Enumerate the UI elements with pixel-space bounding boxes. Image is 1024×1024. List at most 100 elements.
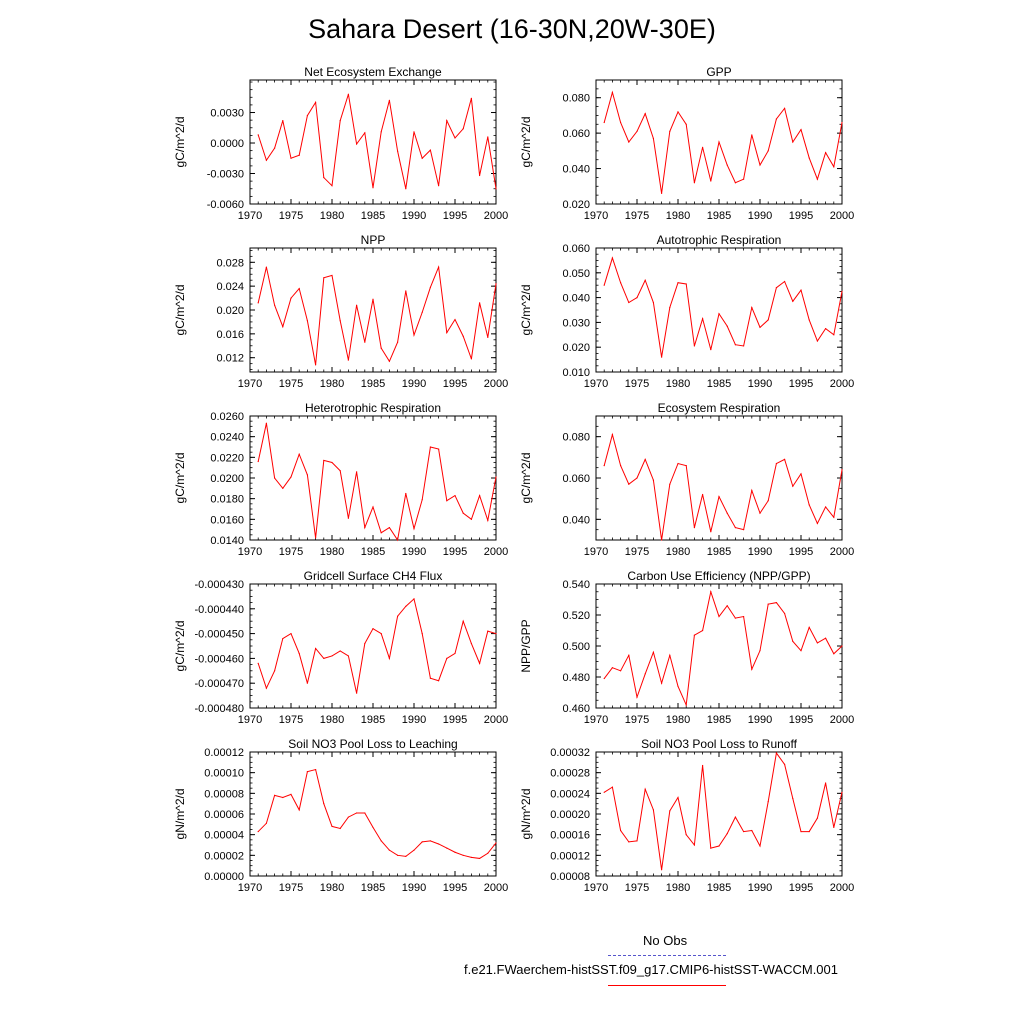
data-point [339,320,341,322]
x-tick-label: 2000 [484,210,508,222]
data-point [652,809,655,811]
data-point [298,154,300,156]
x-tick-label: 1970 [238,210,262,222]
data-point [792,485,794,487]
data-point [274,794,276,797]
panel-4: Autotrophic Respiration 1970 1975 1980 1985 1… [519,233,854,390]
x-tick-label: 1980 [320,882,344,894]
data-point [331,655,333,657]
data-point [282,487,284,489]
data-point [710,349,712,351]
x-tick-label: 1980 [666,546,690,558]
data-point [282,120,284,122]
x-tick-label: 1990 [748,882,772,894]
data-point [282,796,284,799]
series-line [257,423,497,542]
data-point [438,448,440,450]
plot-frame [249,415,497,541]
panel-5: Heterotrophic Respiration 1970 1975 1980 198… [173,401,508,558]
data-point [669,654,671,656]
y-tick-label: 0.00028 [550,768,590,780]
data-point [841,469,843,471]
data-point [628,483,630,485]
x-tick-label: 1975 [625,378,649,390]
data-point [372,826,374,829]
x-tick-label: 1980 [666,378,690,390]
data-point [726,512,728,514]
data-point [636,840,638,842]
data-point [347,517,349,519]
data-point [792,141,794,143]
y-tick-label: 0.00006 [204,809,244,821]
data-point [364,341,366,343]
y-tick-label: 0.020 [216,305,244,317]
x-tick-label: 1985 [361,210,385,222]
y-tick-label: 0.00032 [550,747,590,759]
panel-1: Net Ecosystem Exchange 1970 1975 1980 1985 19… [173,65,508,222]
legend-obs-line [608,955,726,956]
x-tick-label: 1975 [279,882,303,894]
x-tick-label: 1990 [402,546,426,558]
data-point [265,822,267,824]
y-axis-label: gC/m^2/d [173,117,187,168]
data-point [356,812,358,814]
data-point [380,131,382,133]
data-point [784,280,786,283]
data-point [800,830,802,833]
data-point [487,852,489,854]
data-point [603,677,605,680]
y-axis-label: gN/m^2/d [519,789,533,840]
data-point [380,532,382,534]
data-point [306,320,308,322]
data-point [816,340,819,342]
y-axis-label: gC/m^2/d [173,453,187,504]
x-tick-label: 1980 [666,210,690,222]
data-point [775,118,778,120]
data-point [718,496,720,498]
y-axis-label: gN/m^2/d [173,789,187,840]
data-point [339,120,341,122]
data-point [743,178,745,180]
x-tick-label: 1975 [625,546,649,558]
x-tick-label: 1995 [789,546,813,558]
y-tick-label: -0.000440 [194,604,244,616]
x-tick-label: 1970 [238,714,262,726]
data-point [257,134,259,136]
y-tick-label: 0.00004 [204,830,244,842]
y-tick-label: 0.00008 [204,788,244,800]
data-point [767,150,769,152]
data-point [388,527,390,529]
data-point [685,465,687,467]
data-point [775,602,778,604]
data-point [364,642,366,645]
data-point [603,121,605,124]
panel-title: Soil NO3 Pool Loss to Runoff [641,737,798,751]
figure-title: Sahara Desert (16-30N,20W-30E) [308,14,716,44]
data-point [628,654,630,656]
panel-8: Carbon Use Efficiency (NPP/GPP) 1970 1975 1… [519,569,854,726]
y-tick-label: 0.024 [216,281,244,293]
data-point [438,185,440,187]
data-point [446,332,448,334]
data-point [751,489,753,491]
data-point [438,266,440,268]
x-tick-label: 1990 [402,378,426,390]
data-point [620,829,622,832]
panel-title: Net Ecosystem Exchange [304,65,442,79]
data-point [693,844,696,846]
data-point [282,637,284,640]
data-point [808,626,810,629]
data-point [611,91,614,93]
data-point [462,128,464,130]
data-point [767,801,769,803]
data-point [454,494,456,497]
data-point [306,682,308,684]
panel-title: Heterotrophic Respiration [305,401,441,415]
data-point [487,519,489,521]
data-point [816,178,819,180]
data-point [265,687,267,689]
x-tick-label: 1985 [361,714,385,726]
data-point [702,629,704,632]
data-point [405,605,407,607]
data-point [702,493,704,496]
